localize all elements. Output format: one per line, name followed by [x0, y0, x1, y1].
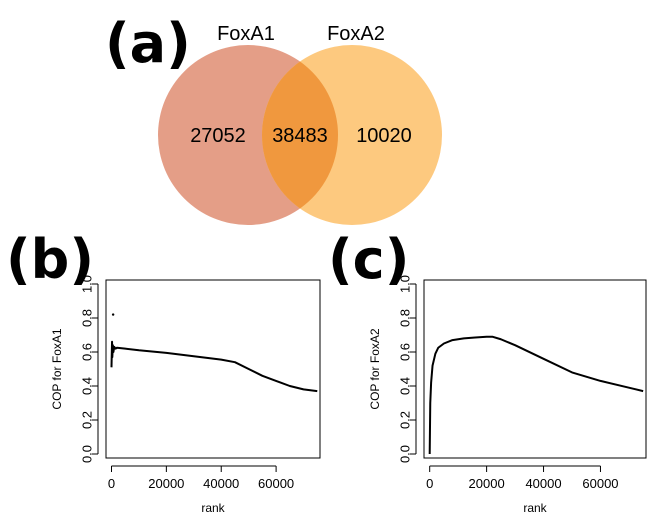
plot-cop-foxa1: 0 20000 40000 60000 0.0 0.2 0.4 0.6 0.8 1.0 rank… — [50, 275, 321, 515]
y-tick-label: 0.8 — [79, 309, 94, 327]
y-tick-label: 0.4 — [397, 377, 412, 395]
x-tick-label: 0 — [108, 476, 115, 491]
panel-label-c: (c) — [328, 228, 409, 291]
x-axis-title: rank — [201, 501, 225, 515]
plot-cop-foxa2: 0 20000 40000 60000 0.0 0.2 0.4 0.6 0.8 1.0 rank… — [368, 275, 647, 515]
outlier-points — [111, 313, 115, 316]
series-line-cop — [110, 340, 318, 393]
y-axis-title: COP for FoxA2 — [368, 328, 382, 409]
y-tick-label: 0.2 — [79, 411, 94, 429]
x-tick-label: 60000 — [258, 476, 294, 491]
x-axis-title: rank — [523, 501, 547, 515]
venn-diagram: FoxA1 FoxA2 27052 38483 10020 — [158, 23, 442, 225]
y-tick-label: 0.4 — [79, 377, 94, 395]
outlier-point — [111, 313, 115, 316]
y-axis-title: COP for FoxA1 — [50, 328, 64, 409]
x-tick-label: 40000 — [203, 476, 239, 491]
y-ticks: 0.0 0.2 0.4 0.6 0.8 1.0 — [397, 275, 416, 463]
y-ticks: 0.0 0.2 0.4 0.6 0.8 1.0 — [79, 275, 98, 463]
y-tick-label: 0.0 — [397, 445, 412, 463]
venn-title-foxa2: FoxA2 — [327, 23, 385, 45]
y-tick-label: 0.0 — [79, 445, 94, 463]
venn-title-foxa1: FoxA1 — [217, 23, 275, 45]
x-ticks: 0 20000 40000 60000 — [108, 466, 294, 491]
venn-count-intersection: 38483 — [272, 125, 328, 147]
y-tick-label: 0.6 — [79, 343, 94, 361]
x-tick-label: 40000 — [525, 476, 561, 491]
x-tick-label: 60000 — [582, 476, 618, 491]
plot-frame — [423, 279, 647, 459]
panel-label-a: (a) — [105, 12, 191, 75]
x-tick-label: 20000 — [148, 476, 184, 491]
venn-intersection — [262, 61, 338, 209]
y-tick-label: 1.0 — [79, 275, 94, 293]
panel-label-b: (b) — [6, 228, 94, 291]
y-tick-label: 0.6 — [397, 343, 412, 361]
y-tick-label: 0.2 — [397, 411, 412, 429]
y-tick-label: 1.0 — [397, 275, 412, 293]
series-line-cop — [428, 335, 644, 455]
plot-frame — [105, 279, 321, 459]
venn-count-foxa2-only: 10020 — [356, 125, 412, 147]
x-tick-label: 20000 — [469, 476, 505, 491]
y-tick-label: 0.8 — [397, 309, 412, 327]
x-tick-label: 0 — [426, 476, 433, 491]
x-ticks: 0 20000 40000 60000 — [426, 466, 619, 491]
venn-count-foxa1-only: 27052 — [190, 125, 246, 147]
